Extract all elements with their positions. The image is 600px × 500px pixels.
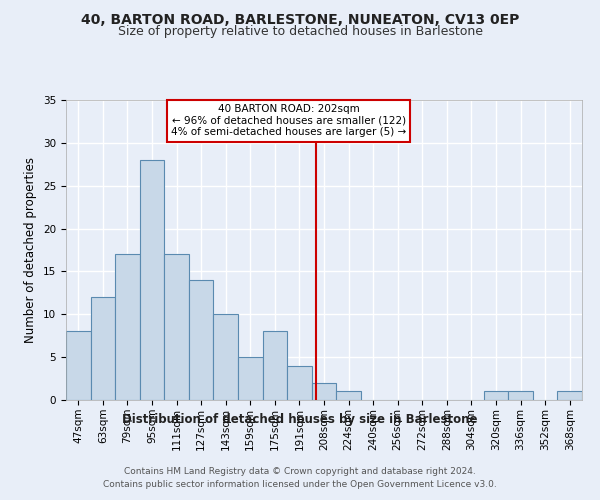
- Bar: [508, 392, 533, 400]
- Bar: [238, 357, 263, 400]
- Bar: [115, 254, 140, 400]
- Text: Distribution of detached houses by size in Barlestone: Distribution of detached houses by size …: [122, 412, 478, 426]
- Bar: [164, 254, 189, 400]
- Text: 40 BARTON ROAD: 202sqm
← 96% of detached houses are smaller (122)
4% of semi-det: 40 BARTON ROAD: 202sqm ← 96% of detached…: [171, 104, 406, 138]
- Bar: [484, 392, 508, 400]
- Text: Contains public sector information licensed under the Open Government Licence v3: Contains public sector information licen…: [103, 480, 497, 489]
- Bar: [336, 392, 361, 400]
- Bar: [189, 280, 214, 400]
- Bar: [91, 297, 115, 400]
- Bar: [66, 332, 91, 400]
- Bar: [140, 160, 164, 400]
- Text: Contains HM Land Registry data © Crown copyright and database right 2024.: Contains HM Land Registry data © Crown c…: [124, 468, 476, 476]
- Bar: [312, 383, 336, 400]
- Text: Size of property relative to detached houses in Barlestone: Size of property relative to detached ho…: [118, 25, 482, 38]
- Text: 40, BARTON ROAD, BARLESTONE, NUNEATON, CV13 0EP: 40, BARTON ROAD, BARLESTONE, NUNEATON, C…: [81, 12, 519, 26]
- Y-axis label: Number of detached properties: Number of detached properties: [25, 157, 37, 343]
- Bar: [557, 392, 582, 400]
- Bar: [214, 314, 238, 400]
- Bar: [263, 332, 287, 400]
- Bar: [287, 366, 312, 400]
